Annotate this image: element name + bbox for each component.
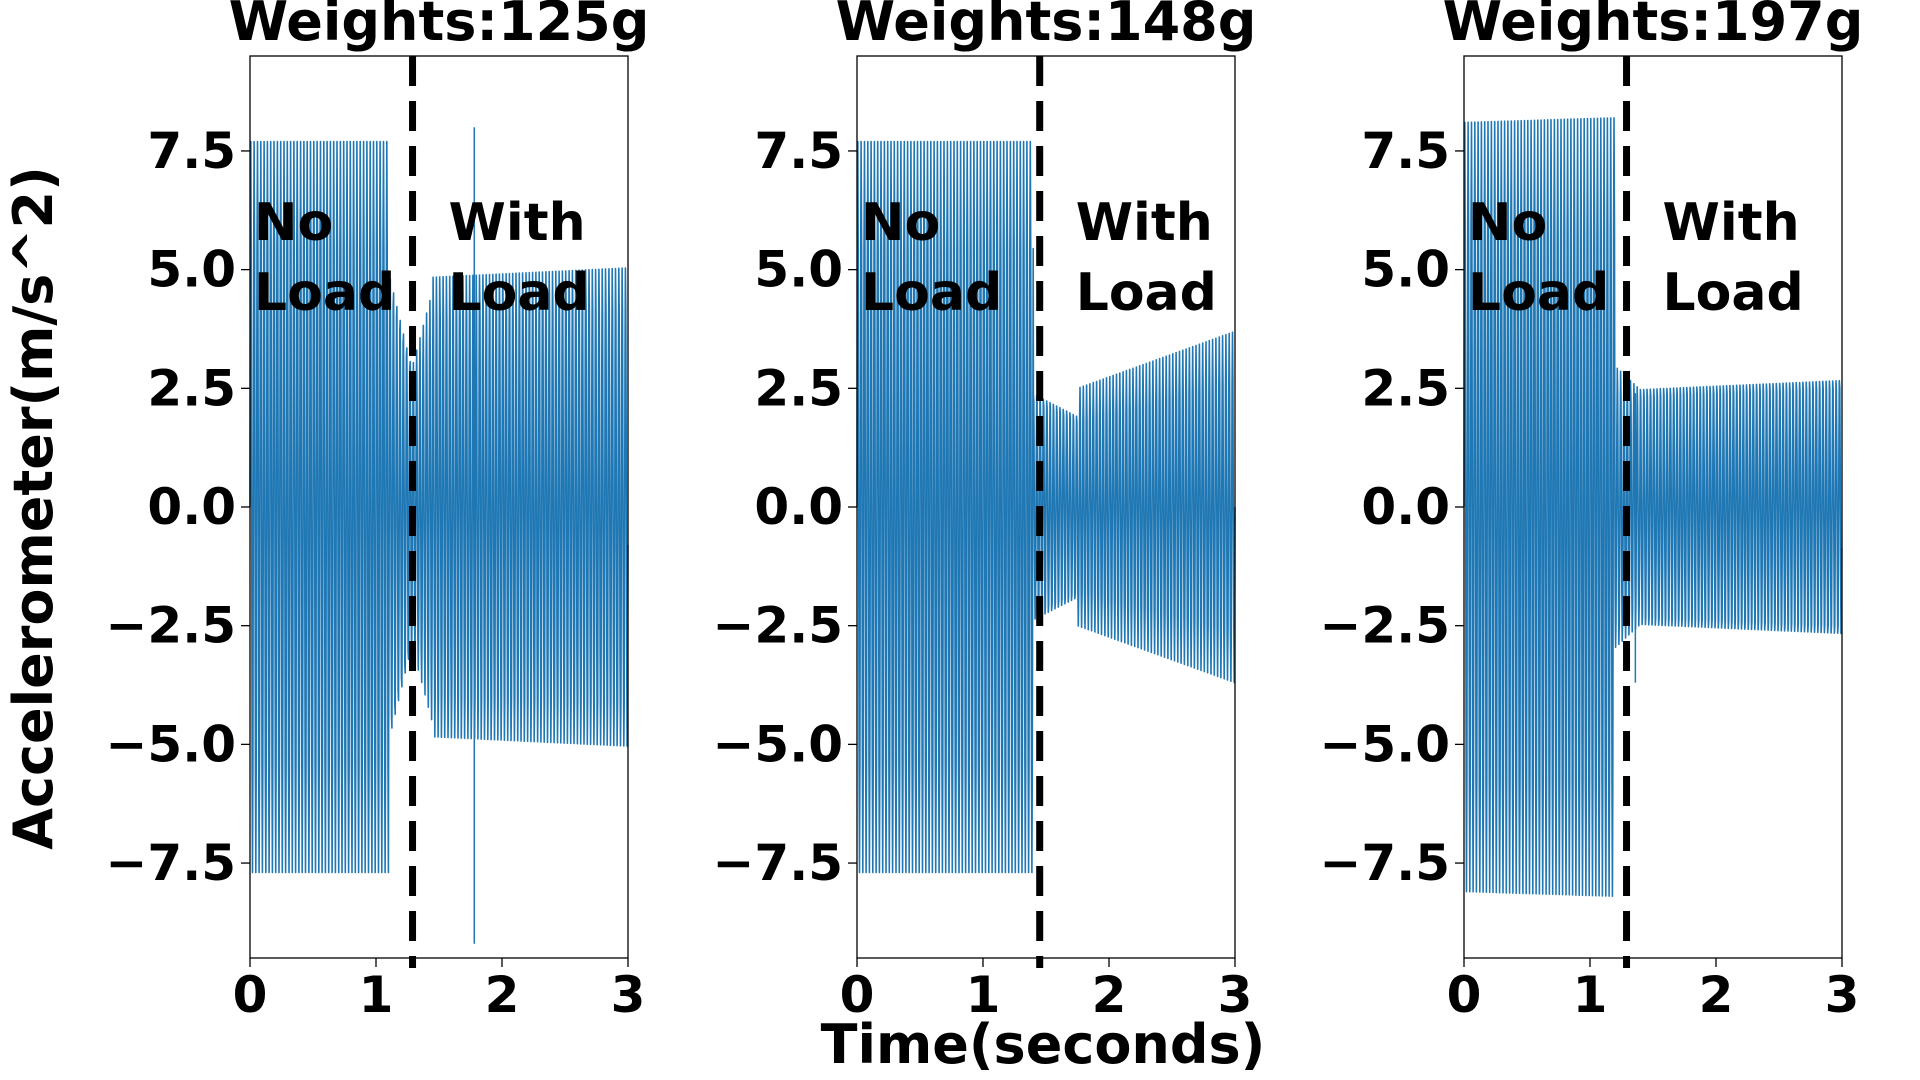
x-tick-label: 3: [611, 966, 646, 1024]
y-tick-label: 5.0: [147, 241, 236, 299]
y-tick-label: 2.5: [147, 359, 236, 417]
y-tick-label: −7.5: [1320, 834, 1450, 892]
chart-panel-3: −7.5 −5.0 −2.5 0.0 2.5 5.0 7.5 0 1 2 3 Weights:197g…: [1320, 0, 1864, 1024]
x-tick-label: 3: [1218, 966, 1253, 1024]
signal-line-2: [856, 140, 1236, 874]
chart-panel-1: −7.5 −5.0 −2.5 0.0 2.5 5.0 7.5 0 1 2 3 Weights:125g…: [106, 0, 650, 1024]
panel-title-1: Weights:125g: [229, 0, 650, 53]
y-tick-label: 7.5: [147, 122, 236, 180]
y-tick-label: 7.5: [754, 122, 843, 180]
no-load-annotation-2: No Load: [861, 193, 1002, 323]
no-load-annotation-1: No Load: [254, 193, 395, 323]
x-tick-label: 1: [1573, 966, 1608, 1024]
y-tick-label: 2.5: [754, 359, 843, 417]
y-tick-label: −7.5: [713, 834, 843, 892]
panel-title-2: Weights:148g: [836, 0, 1257, 53]
y-tick-label: −5.0: [106, 715, 236, 773]
y-tick-label: −2.5: [1320, 597, 1450, 655]
x-axis-label: Time(seconds): [821, 1013, 1266, 1076]
chart-panel-2: −7.5 −5.0 −2.5 0.0 2.5 5.0 7.5 0 1 2 3 Weights:148g…: [713, 0, 1257, 1024]
x-tick-label: 0: [1447, 966, 1482, 1024]
y-tick-label: 0.0: [147, 478, 236, 536]
x-tick-label: 3: [1825, 966, 1860, 1024]
y-tick-label: 7.5: [1361, 122, 1450, 180]
x-tick-label: 2: [1699, 966, 1734, 1024]
x-tick-label: 0: [233, 966, 268, 1024]
x-tick-label: 2: [1092, 966, 1127, 1024]
with-load-annotation-3: With Load: [1663, 193, 1804, 323]
y-tick-label: 5.0: [754, 241, 843, 299]
y-tick-label: −7.5: [106, 834, 236, 892]
y-tick-label: 5.0: [1361, 241, 1450, 299]
x-tick-label: 2: [485, 966, 520, 1024]
x-tick-label: 1: [966, 966, 1001, 1024]
signal-line-1: [249, 140, 629, 874]
y-tick-label: 0.0: [754, 478, 843, 536]
y-tick-label: −5.0: [713, 715, 843, 773]
no-load-annotation-3: No Load: [1468, 193, 1609, 323]
y-tick-label: 0.0: [1361, 478, 1450, 536]
x-tick-label: 1: [359, 966, 394, 1024]
x-tick-label: 0: [840, 966, 875, 1024]
panel-title-3: Weights:197g: [1443, 0, 1864, 53]
with-load-annotation-1: With Load: [449, 193, 590, 323]
signal-line-3: [1463, 117, 1843, 897]
y-tick-label: −5.0: [1320, 715, 1450, 773]
y-tick-label: 2.5: [1361, 359, 1450, 417]
with-load-annotation-2: With Load: [1076, 193, 1217, 323]
y-tick-label: −2.5: [106, 597, 236, 655]
panels: −7.5 −5.0 −2.5 0.0 2.5 5.0 7.5 0 1 2 3 Weights:125g…: [106, 0, 1864, 1024]
y-axis-label: Accelerometer(m/s^2): [2, 166, 65, 850]
y-tick-label: −2.5: [713, 597, 843, 655]
